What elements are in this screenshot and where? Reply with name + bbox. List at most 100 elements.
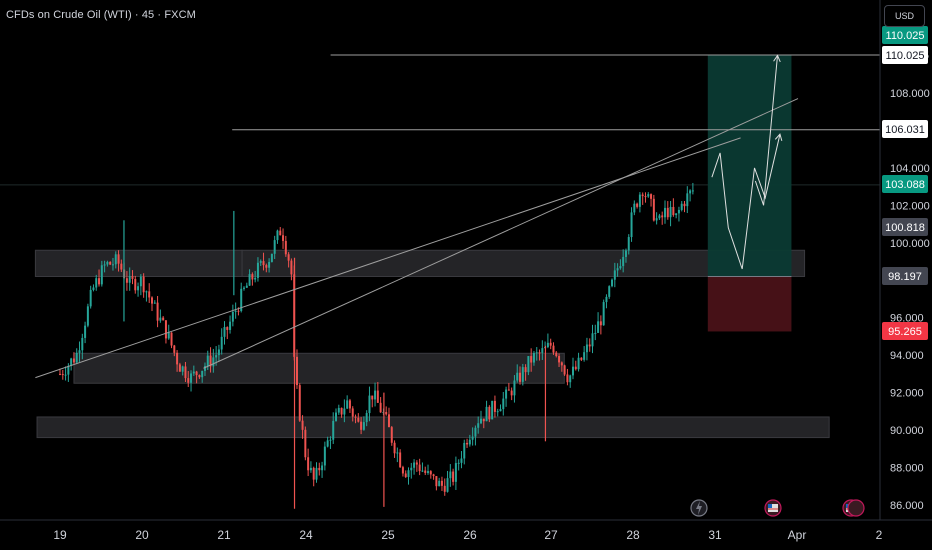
lightning-icon[interactable]	[690, 499, 708, 517]
candle-body	[120, 263, 123, 270]
candle-body	[505, 389, 508, 399]
trendline	[203, 98, 799, 369]
price-label-text: 110.025	[886, 50, 925, 62]
candle-body	[616, 268, 619, 271]
flag-icon[interactable]	[764, 499, 782, 517]
candle-body	[602, 302, 605, 326]
candle-body	[148, 291, 151, 298]
candle-body	[164, 320, 167, 339]
candle-body	[284, 240, 287, 255]
candle-body	[624, 250, 627, 257]
candle-body	[81, 337, 84, 351]
currency-button[interactable]: USD	[884, 5, 925, 27]
candle-body	[429, 471, 432, 475]
candle-body	[256, 262, 259, 278]
candle-body	[541, 348, 544, 353]
candle-body	[661, 215, 664, 218]
candle-body	[70, 358, 73, 366]
candle-body	[78, 350, 81, 353]
candle-body	[89, 289, 92, 307]
price-tick-label: 100.000	[890, 238, 930, 250]
candle-body	[231, 311, 234, 322]
candle-body	[312, 467, 315, 480]
candle-body	[466, 442, 469, 445]
candle-body	[479, 418, 482, 424]
candle-body	[390, 427, 393, 443]
time-tick-label: 31	[708, 528, 722, 542]
candle-body	[608, 286, 611, 297]
time-tick-label: 20	[135, 528, 149, 542]
candle-body	[622, 256, 625, 267]
candle-body	[134, 278, 137, 291]
time-tick-label: 19	[53, 528, 67, 542]
candle-body	[566, 374, 569, 383]
loss-zone	[707, 276, 792, 332]
candle-body	[254, 277, 257, 280]
candle-body	[100, 265, 103, 285]
price-tick-label: 108.000	[890, 88, 930, 100]
price-axis[interactable]: 110.025 108.000 104.000 102.000 100.000 96.00…	[879, 0, 930, 520]
price-label-bg	[882, 120, 928, 138]
candle-body	[340, 407, 343, 415]
candle-body	[265, 265, 268, 268]
candle-body	[86, 306, 89, 326]
candle-body	[415, 462, 418, 465]
candle-body	[474, 427, 477, 437]
candle-body	[245, 285, 248, 288]
candle-body	[496, 411, 499, 413]
candle-body	[619, 266, 622, 269]
projection-arrowhead-2	[773, 54, 781, 63]
candle-body	[513, 380, 516, 396]
candle-body	[282, 235, 285, 241]
candle-body	[360, 421, 363, 430]
candle-body	[273, 240, 276, 254]
candle-body	[362, 422, 365, 430]
candle-body	[162, 317, 165, 321]
candle-body	[558, 356, 561, 363]
candle-body	[471, 436, 474, 440]
long-position-tool[interactable]	[707, 55, 792, 332]
price-tick-label: 104.000	[890, 163, 930, 175]
candle-body	[463, 442, 466, 459]
candle-body	[117, 254, 120, 264]
candle-body	[563, 365, 566, 375]
candle-body	[64, 374, 67, 376]
candle-body	[379, 402, 382, 413]
price-label-text: 106.031	[885, 124, 925, 136]
candle-body	[407, 470, 410, 478]
candle-body	[641, 194, 644, 197]
candle-body	[404, 473, 407, 478]
candle-body	[524, 367, 527, 373]
candle-body	[666, 207, 669, 218]
event-markers[interactable]	[690, 499, 865, 517]
candle-body	[549, 342, 552, 346]
candle-body	[309, 467, 312, 471]
candle-body	[680, 203, 683, 210]
candle-body	[217, 349, 220, 356]
candle-body	[599, 321, 602, 326]
candle-body	[67, 365, 70, 375]
candle-body	[259, 261, 262, 263]
chart-drawings[interactable]	[35, 54, 880, 379]
candle-body	[142, 276, 145, 293]
time-axis[interactable]: 19 20 21 24 25 26 27 28 31 Apr 2	[0, 519, 932, 542]
symbol-title[interactable]: CFDs on Crude Oil (WTI) · 45 · FXCM	[6, 9, 196, 21]
flag-icon-stacked	[847, 499, 865, 517]
price-tick-label: 96.000	[890, 313, 924, 325]
price-label-bg	[882, 267, 928, 285]
candle-body	[181, 366, 184, 372]
price-label-bg	[882, 218, 928, 236]
candle-body	[516, 372, 519, 381]
candle-body	[413, 462, 416, 468]
candle-body	[173, 345, 176, 353]
zone-box	[34, 249, 243, 277]
candle-body	[571, 366, 574, 376]
time-tick-label: 21	[217, 528, 231, 542]
candle-body	[574, 366, 577, 370]
projection-path	[711, 133, 781, 270]
price-label-text: 100.818	[885, 222, 925, 234]
candle-body	[385, 411, 388, 415]
profit-zone	[707, 55, 792, 277]
candle-body	[337, 407, 340, 413]
